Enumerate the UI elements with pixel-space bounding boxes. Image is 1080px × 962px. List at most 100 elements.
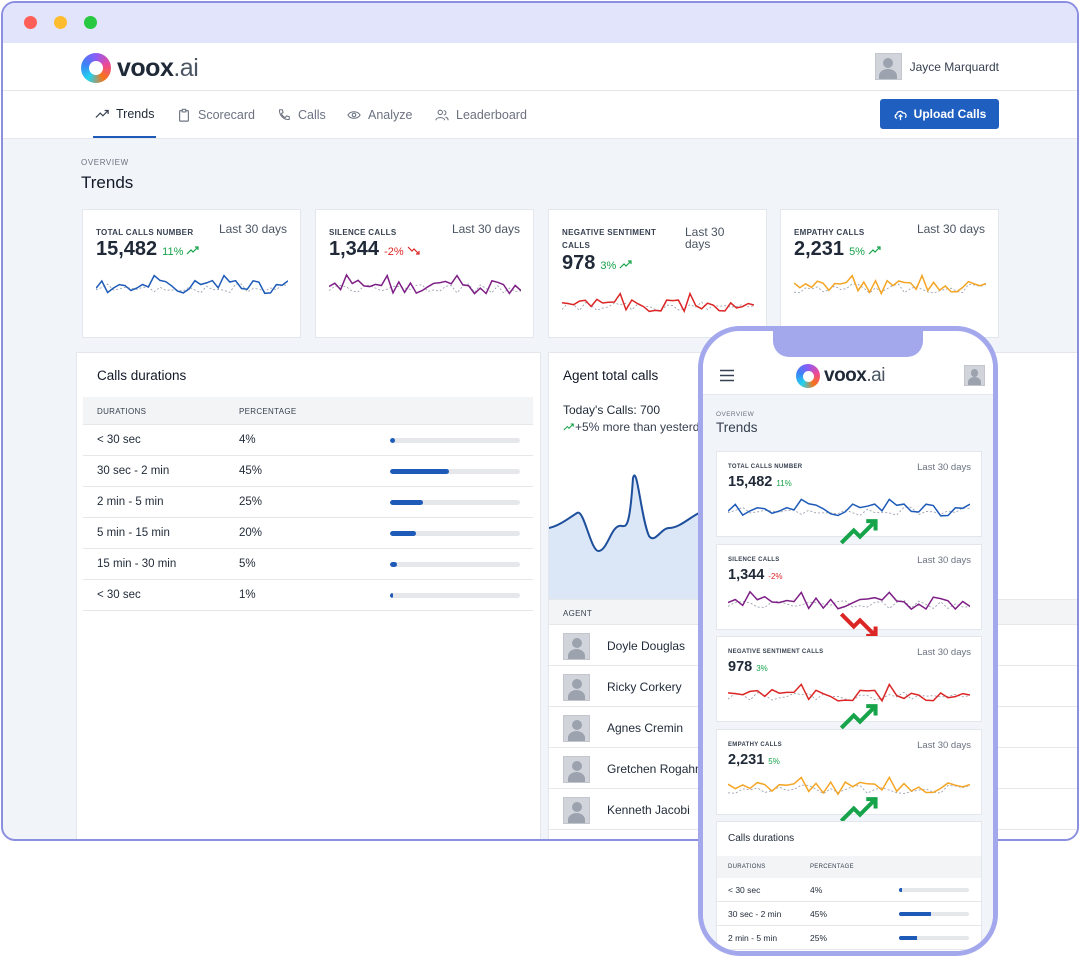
mobile-durations-header: DURATIONS PERCENTAGE xyxy=(717,856,981,878)
mobile-kpi-card[interactable]: TOTAL CALLS NUMBER Last 30 days 15,482 11% xyxy=(716,451,982,545)
trend-up-icon xyxy=(868,246,881,255)
duration-cell: 2 min - 5 min xyxy=(97,496,164,508)
percentage-cell: 25% xyxy=(239,496,263,508)
brand-logo[interactable]: voox.ai xyxy=(81,53,199,83)
mobile-header: voox.ai xyxy=(703,353,993,395)
kpi-period[interactable]: Last 30 days xyxy=(917,739,971,751)
hamburger-menu-icon[interactable] xyxy=(719,369,735,382)
tab-label: Trends xyxy=(116,106,155,121)
duration-cell: 30 sec - 2 min xyxy=(97,465,170,477)
logo-ring-icon xyxy=(796,364,820,388)
percentage-bar xyxy=(390,500,520,505)
agent-calls-title: Agent total calls xyxy=(563,368,659,383)
kpi-value: 15,482 xyxy=(96,238,158,260)
kpi-period[interactable]: Last 30 days xyxy=(916,222,985,236)
trend-down-icon xyxy=(839,612,878,638)
table-row[interactable]: 2 min - 5 min 25% xyxy=(717,926,981,950)
kpi-label: NEGATIVE SENTIMENT CALLS xyxy=(728,649,824,655)
sparkline-line xyxy=(728,590,970,610)
mobile-kpi-card[interactable]: SILENCE CALLS Last 30 days 1,344 -2% xyxy=(716,543,982,638)
table-row[interactable]: 30 sec - 2 min 45% xyxy=(717,902,981,926)
agent-name: Kenneth Jacobi xyxy=(607,803,690,817)
sparkline-baseline xyxy=(794,283,986,294)
percentage-cell: 4% xyxy=(239,434,256,446)
tab-trends[interactable]: Trends xyxy=(93,91,157,138)
tab-scorecard[interactable]: Scorecard xyxy=(175,91,257,138)
kpi-card-empathy-calls[interactable]: EMPATHY CALLS Last 30 days 2,231 5% xyxy=(780,209,999,338)
kpi-label: EMPATHY CALLS xyxy=(794,228,865,237)
kpi-label: TOTAL CALLS NUMBER xyxy=(728,464,803,470)
tab-analyze[interactable]: Analyze xyxy=(345,91,414,138)
percentage-bar-fill xyxy=(899,912,931,916)
mobile-column-durations[interactable]: DURATIONS xyxy=(728,864,766,870)
tab-label: Leaderboard xyxy=(456,107,527,122)
agent-name: Ricky Corkery xyxy=(607,680,682,694)
table-row[interactable]: 5 min - 15 min 20% xyxy=(83,518,533,549)
sparkline-negative-sentiment xyxy=(562,291,754,314)
close-window-button[interactable] xyxy=(24,16,37,29)
brand-suffix: .ai xyxy=(866,365,885,386)
sparkline-baseline xyxy=(329,283,521,294)
trend-up-icon xyxy=(187,246,200,255)
mobile-sparkline xyxy=(728,498,970,517)
mobile-durations-title: Calls durations xyxy=(728,833,795,844)
area-line xyxy=(549,474,709,553)
column-durations[interactable]: DURATIONS xyxy=(97,407,147,416)
kpi-card-negative-sentiment[interactable]: NEGATIVE SENTIMENT CALLS Last 30 days 978 3… xyxy=(548,209,767,338)
mobile-kpi-card[interactable]: EMPATHY CALLS Last 30 days 2,231 5% xyxy=(716,728,982,822)
duration-cell: 15 min - 30 min xyxy=(97,558,177,570)
minimize-window-button[interactable] xyxy=(54,16,67,29)
user-menu[interactable]: Jayce Marquardt xyxy=(874,53,999,80)
percentage-bar xyxy=(390,438,520,443)
tab-calls[interactable]: Calls xyxy=(275,91,328,138)
cloud-upload-icon xyxy=(894,110,907,120)
table-row[interactable]: < 30 sec 4% xyxy=(717,878,981,902)
table-row[interactable]: 2 min - 5 min 25% xyxy=(83,487,533,518)
kpi-period[interactable]: Last 30 days xyxy=(917,554,971,566)
trend-up-icon xyxy=(839,796,878,822)
mobile-column-percentage[interactable]: PERCENTAGE xyxy=(810,864,854,870)
maximize-window-button[interactable] xyxy=(84,16,97,29)
kpi-label-line2: CALLS xyxy=(562,241,591,250)
upload-calls-button[interactable]: Upload Calls xyxy=(880,99,999,129)
brand-name: voox xyxy=(117,53,174,82)
kpi-period[interactable]: Last 30 days xyxy=(451,222,520,236)
table-row[interactable]: 30 sec - 2 min 45% xyxy=(83,456,533,487)
trending-up-icon xyxy=(95,109,109,118)
column-percentage[interactable]: PERCENTAGE xyxy=(239,407,297,416)
percentage-cell: 25% xyxy=(810,933,828,943)
table-row[interactable]: < 30 sec 4% xyxy=(83,425,533,456)
kpi-period[interactable]: Last 30 days xyxy=(218,222,287,236)
clipboard-icon xyxy=(179,108,189,122)
phone-notch xyxy=(773,331,923,357)
agent-name: Agnes Cremin xyxy=(607,721,684,735)
durations-table-header: DURATIONS PERCENTAGE xyxy=(83,397,533,425)
duration-cell: 2 min - 5 min xyxy=(728,933,778,943)
kpi-period[interactable]: Last 30 days xyxy=(917,647,971,658)
kpi-period[interactable]: Last 30 days xyxy=(917,462,971,473)
mobile-brand-logo[interactable]: voox.ai xyxy=(796,364,885,388)
percentage-bar-fill xyxy=(899,888,902,892)
calls-durations-card: Calls durations DURATIONS PERCENTAGE < 3… xyxy=(76,352,541,839)
kpi-label: SILENCE CALLS xyxy=(329,228,397,237)
kpi-card-total-calls[interactable]: TOTAL CALLS NUMBER Last 30 days 15,482 11… xyxy=(82,209,301,338)
mobile-sparkline xyxy=(728,682,970,703)
mobile-kpi-card[interactable]: NEGATIVE SENTIMENT CALLS Last 30 days 978 3… xyxy=(716,636,982,730)
agent-row[interactable]: Kenneth Jacobi xyxy=(549,789,1077,830)
mobile-sparkline xyxy=(728,590,970,610)
main-nav: Trends Scorecard Calls Analyze Leaderboa… xyxy=(3,91,1077,139)
table-row[interactable]: < 30 sec 1% xyxy=(83,580,533,611)
table-row[interactable]: 15 min - 30 min 5% xyxy=(83,549,533,580)
sparkline-silence-calls xyxy=(329,273,521,295)
kpi-change: -2% xyxy=(384,246,404,258)
mobile-page-title: Trends xyxy=(716,420,758,435)
kpi-value: 1,344 xyxy=(329,238,380,260)
kpi-period-line2: days xyxy=(685,237,711,251)
calls-trend-text: +5% more than yesterday xyxy=(575,420,713,434)
mobile-avatar[interactable] xyxy=(964,365,985,386)
kpi-card-silence-calls[interactable]: SILENCE CALLS Last 30 days 1,344 -2% xyxy=(315,209,534,338)
tab-leaderboard[interactable]: Leaderboard xyxy=(433,91,529,138)
sparkline-line xyxy=(728,682,970,703)
kpi-period[interactable]: Last 30 xyxy=(685,225,725,239)
sparkline-total-calls xyxy=(96,274,288,295)
